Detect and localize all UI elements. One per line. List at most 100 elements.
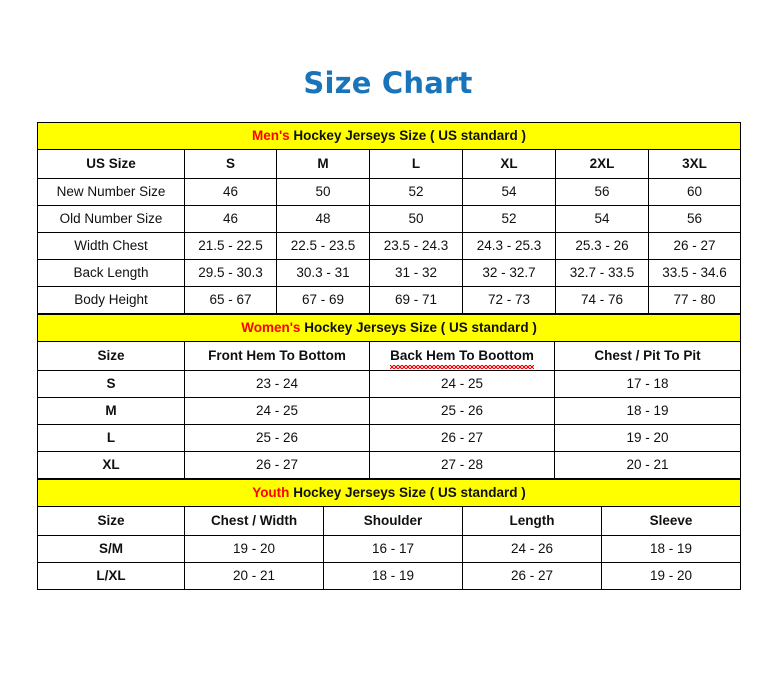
table-row: M 24 - 25 25 - 26 18 - 19 — [37, 397, 742, 425]
table-row: L/XL 20 - 21 18 - 19 26 - 27 19 - 20 — [37, 562, 741, 590]
womens-cell-3-2: 20 - 21 — [553, 451, 742, 479]
womens-col-2: Back Hem To Boottom — [369, 341, 555, 371]
mens-cell-3-1: 30.3 - 31 — [276, 259, 370, 287]
mens-cell-4-1: 67 - 69 — [276, 286, 370, 314]
womens-cell-0-0: 23 - 24 — [184, 370, 370, 398]
mens-cell-3-5: 33.5 - 34.6 — [648, 259, 741, 287]
youth-cell-1-3: 19 - 20 — [601, 562, 741, 590]
table-row: L 25 - 26 26 - 27 19 - 20 — [37, 424, 742, 452]
mens-cell-1-2: 50 — [369, 205, 463, 233]
mens-cell-1-3: 52 — [462, 205, 556, 233]
mens-row-label-2: Width Chest — [37, 232, 185, 260]
mens-section-banner: Men's Hockey Jerseys Size ( US standard … — [37, 122, 741, 150]
mens-cell-4-5: 77 - 80 — [648, 286, 741, 314]
mens-cell-2-1: 22.5 - 23.5 — [276, 232, 370, 260]
mens-cell-2-0: 21.5 - 22.5 — [184, 232, 277, 260]
youth-header-row: Size Chest / Width Shoulder Length Sleev… — [37, 506, 741, 536]
mens-cell-0-1: 50 — [276, 178, 370, 206]
womens-cell-0-2: 17 - 18 — [553, 370, 742, 398]
mens-header-row: US Size S M L XL 2XL 3XL — [37, 149, 741, 179]
womens-cell-2-0: 25 - 26 — [184, 424, 370, 452]
mens-col-0: US Size — [37, 149, 185, 179]
youth-col-0: Size — [37, 506, 185, 536]
womens-row-label-0: S — [37, 370, 185, 398]
mens-row-label-4: Body Height — [37, 286, 185, 314]
youth-row-label-0: S/M — [37, 535, 185, 563]
womens-cell-3-1: 27 - 28 — [369, 451, 555, 479]
table-row: Width Chest 21.5 - 22.5 22.5 - 23.5 23.5… — [37, 232, 741, 260]
mens-banner-row: Men's Hockey Jerseys Size ( US standard … — [37, 122, 741, 150]
mens-cell-4-4: 74 - 76 — [555, 286, 649, 314]
youth-banner-accent: Youth — [252, 485, 290, 500]
mens-cell-0-4: 56 — [555, 178, 649, 206]
womens-col-3: Chest / Pit To Pit — [553, 341, 742, 371]
mens-cell-1-1: 48 — [276, 205, 370, 233]
youth-col-4: Sleeve — [601, 506, 741, 536]
mens-col-4: XL — [462, 149, 556, 179]
mens-cell-1-4: 54 — [555, 205, 649, 233]
youth-size-table: Youth Hockey Jerseys Size ( US standard … — [37, 479, 741, 590]
youth-col-1: Chest / Width — [184, 506, 324, 536]
mens-cell-1-5: 56 — [648, 205, 741, 233]
youth-col-3: Length — [462, 506, 602, 536]
mens-col-6: 3XL — [648, 149, 741, 179]
womens-col-1: Front Hem To Bottom — [184, 341, 370, 371]
table-row: Old Number Size 46 48 50 52 54 56 — [37, 205, 741, 233]
page-title: Size Chart — [303, 66, 473, 100]
womens-cell-2-2: 19 - 20 — [553, 424, 742, 452]
womens-row-label-1: M — [37, 397, 185, 425]
mens-col-2: M — [276, 149, 370, 179]
womens-cell-3-0: 26 - 27 — [184, 451, 370, 479]
youth-banner-rest: Hockey Jerseys Size ( US standard ) — [289, 485, 526, 500]
womens-cell-0-1: 24 - 25 — [369, 370, 555, 398]
mens-cell-2-5: 26 - 27 — [648, 232, 741, 260]
table-row: S 23 - 24 24 - 25 17 - 18 — [37, 370, 742, 398]
mens-cell-3-4: 32.7 - 33.5 — [555, 259, 649, 287]
mens-cell-4-2: 69 - 71 — [369, 286, 463, 314]
size-tables-container: Men's Hockey Jerseys Size ( US standard … — [36, 122, 742, 590]
womens-section-banner: Women's Hockey Jerseys Size ( US standar… — [36, 314, 742, 342]
womens-cell-1-1: 25 - 26 — [369, 397, 555, 425]
youth-cell-0-0: 19 - 20 — [184, 535, 324, 563]
womens-header-row: Size Front Hem To Bottom Back Hem To Boo… — [37, 341, 742, 371]
womens-banner-rest: Hockey Jerseys Size ( US standard ) — [300, 320, 537, 335]
mens-col-1: S — [184, 149, 277, 179]
mens-cell-3-2: 31 - 32 — [369, 259, 463, 287]
youth-cell-0-2: 24 - 26 — [462, 535, 602, 563]
mens-row-label-3: Back Length — [37, 259, 185, 287]
mens-cell-3-0: 29.5 - 30.3 — [184, 259, 277, 287]
youth-banner-row: Youth Hockey Jerseys Size ( US standard … — [37, 479, 741, 507]
womens-row-label-2: L — [37, 424, 185, 452]
table-row: XL 26 - 27 27 - 28 20 - 21 — [37, 451, 742, 479]
table-row: New Number Size 46 50 52 54 56 60 — [37, 178, 741, 206]
mens-cell-4-0: 65 - 67 — [184, 286, 277, 314]
womens-col-0: Size — [37, 341, 185, 371]
table-row: S/M 19 - 20 16 - 17 24 - 26 18 - 19 — [37, 535, 741, 563]
womens-cell-1-0: 24 - 25 — [184, 397, 370, 425]
womens-row-label-3: XL — [37, 451, 185, 479]
mens-banner-accent: Men's — [251, 128, 290, 143]
youth-row-label-1: L/XL — [37, 562, 185, 590]
spellcheck-squiggle-icon — [390, 365, 534, 369]
mens-banner-rest: Hockey Jerseys Size ( US standard ) — [289, 128, 527, 143]
womens-cell-2-1: 26 - 27 — [369, 424, 555, 452]
mens-row-label-1: Old Number Size — [37, 205, 185, 233]
mens-row-label-0: New Number Size — [37, 178, 185, 206]
mens-col-3: L — [369, 149, 463, 179]
youth-cell-0-3: 18 - 19 — [601, 535, 741, 563]
mens-cell-2-2: 23.5 - 24.3 — [369, 232, 463, 260]
mens-cell-0-0: 46 — [184, 178, 277, 206]
mens-cell-3-3: 32 - 32.7 — [462, 259, 556, 287]
youth-cell-0-1: 16 - 17 — [323, 535, 463, 563]
mens-cell-0-3: 54 — [462, 178, 556, 206]
youth-cell-1-2: 26 - 27 — [462, 562, 602, 590]
womens-col-2-label: Back Hem To Boottom — [390, 348, 534, 363]
womens-cell-1-2: 18 - 19 — [553, 397, 742, 425]
womens-banner-accent: Women's — [241, 320, 301, 335]
table-row: Body Height 65 - 67 67 - 69 69 - 71 72 -… — [37, 286, 741, 314]
mens-cell-2-4: 25.3 - 26 — [555, 232, 649, 260]
youth-cell-1-1: 18 - 19 — [323, 562, 463, 590]
misspelled-header-wrapper: Back Hem To Boottom — [390, 342, 534, 370]
womens-size-table: Women's Hockey Jerseys Size ( US standar… — [36, 314, 742, 479]
